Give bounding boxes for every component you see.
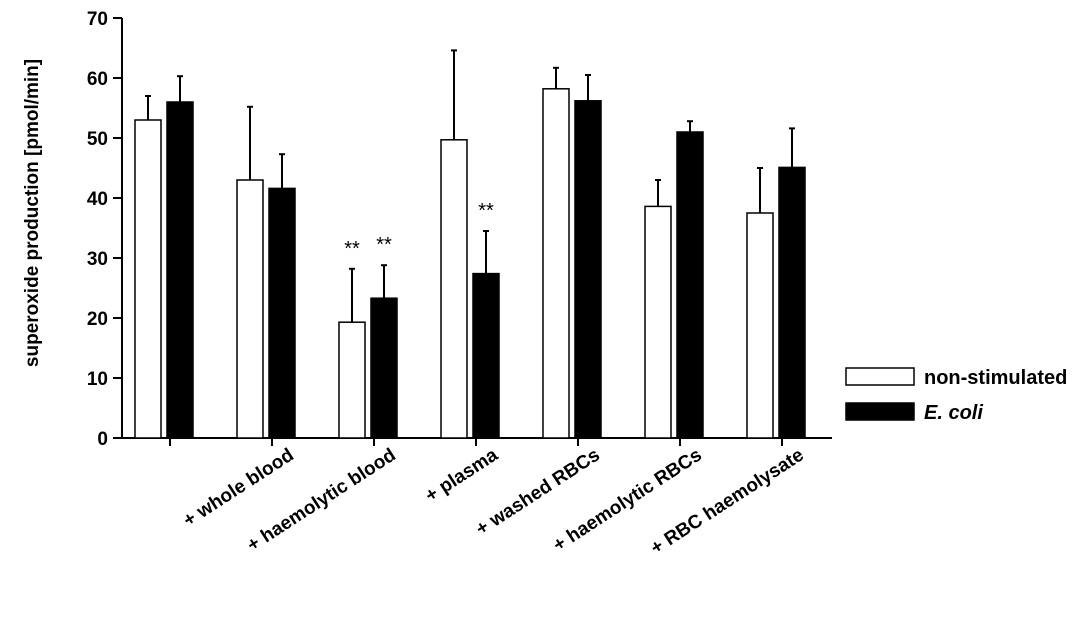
y-tick-label: 0 bbox=[97, 429, 108, 450]
legend-swatch-non-stimulated bbox=[845, 367, 915, 386]
significance-mark: ** bbox=[344, 238, 360, 260]
bar-e-coli bbox=[268, 187, 296, 439]
bar-e-coli bbox=[676, 131, 704, 439]
category-labels: + whole blood+ haemolytic blood + plasma+… bbox=[180, 444, 808, 559]
y-tick-label: 70 bbox=[87, 9, 108, 30]
x-category-label: + plasma bbox=[422, 444, 502, 506]
bar-non-stimulated bbox=[746, 212, 774, 439]
y-axis: 0 10 20 30 40 50 60 70 bbox=[87, 9, 123, 450]
bars bbox=[134, 49, 806, 439]
legend-label-e-coli: E. coli bbox=[924, 402, 983, 424]
y-tick-label: 60 bbox=[87, 69, 108, 90]
y-axis-label: superoxide production [pmol/min] bbox=[22, 59, 43, 367]
significance-annotations: ** ** ** bbox=[344, 200, 494, 260]
bar-non-stimulated bbox=[134, 119, 162, 439]
y-tick-label: 30 bbox=[87, 249, 108, 270]
y-tick-label: 10 bbox=[87, 369, 108, 390]
bar-e-coli bbox=[166, 101, 194, 439]
bar-non-stimulated bbox=[236, 179, 264, 439]
bar-e-coli bbox=[370, 297, 398, 439]
bar-non-stimulated bbox=[644, 205, 672, 439]
bar-e-coli bbox=[574, 100, 602, 439]
significance-mark: ** bbox=[478, 200, 494, 222]
legend-swatch-e-coli bbox=[845, 402, 915, 421]
bar-e-coli bbox=[472, 272, 500, 439]
y-tick-label: 20 bbox=[87, 309, 108, 330]
x-axis bbox=[122, 437, 832, 446]
bar-non-stimulated bbox=[542, 88, 570, 439]
legend: non-stimulated E. coli bbox=[845, 367, 1067, 424]
bar-non-stimulated bbox=[440, 139, 468, 439]
y-tick-label: 50 bbox=[87, 129, 108, 150]
bar-non-stimulated bbox=[338, 321, 366, 439]
legend-label-non-stimulated: non-stimulated bbox=[924, 367, 1067, 389]
significance-mark: ** bbox=[376, 234, 392, 256]
bar-e-coli bbox=[778, 166, 806, 439]
y-tick-label: 40 bbox=[87, 189, 108, 210]
